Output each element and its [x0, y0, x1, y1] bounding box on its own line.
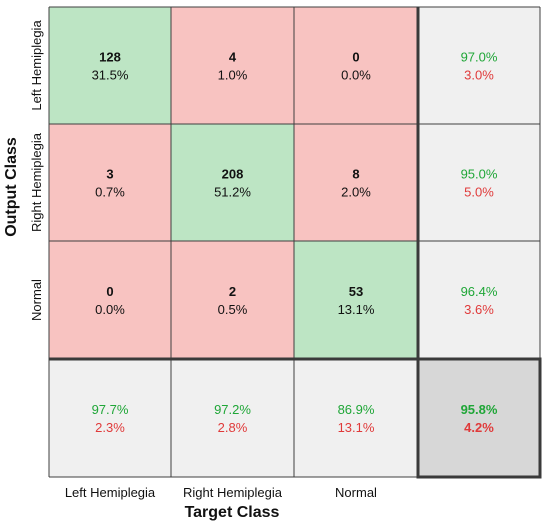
matrix-cell-r0-c2: [294, 7, 418, 124]
matrix-cell-r2-c1: [171, 241, 294, 359]
x-tick-label-2: Normal: [335, 485, 377, 500]
cell-percent-r0-c1: 1.0%: [218, 68, 248, 83]
x-tick-label-0: Left Hemiplegia: [65, 485, 156, 500]
col-summary-incorrect-1: 2.8%: [218, 420, 248, 435]
row-summary-correct-1: 95.0%: [461, 167, 498, 182]
matrix-cell-r1-c2: [294, 124, 418, 241]
cell-percent-r1-c2: 2.0%: [341, 185, 371, 200]
matrix-cell-r0-c1: [171, 7, 294, 124]
col-summary-cell-0: [49, 359, 171, 477]
col-summary-cell-2: [294, 359, 418, 477]
matrix-cell-r1-c1: [171, 124, 294, 241]
grid-layer: [48, 6, 542, 479]
matrix-cell-r2-c0: [49, 241, 171, 359]
cell-count-r2-c1: 2: [229, 284, 236, 299]
cell-percent-r2-c2: 13.1%: [338, 302, 375, 317]
matrix-cell-r1-c0: [49, 124, 171, 241]
row-summary-cell-2: [418, 241, 540, 359]
y-axis-title: Output Class: [3, 137, 20, 237]
col-summary-correct-0: 97.7%: [92, 402, 129, 417]
cell-count-r0-c1: 4: [229, 50, 237, 65]
overall-accuracy-cell: [418, 359, 540, 477]
row-summary-incorrect-1: 5.0%: [464, 185, 494, 200]
col-summary-correct-2: 86.9%: [338, 402, 375, 417]
col-summary-incorrect-2: 13.1%: [338, 420, 375, 435]
cell-count-r1-c2: 8: [352, 167, 359, 182]
cell-count-r1-c0: 3: [106, 167, 113, 182]
row-summary-incorrect-0: 3.0%: [464, 68, 494, 83]
y-tick-label-1: Right Hemiplegia: [29, 132, 44, 232]
col-summary-correct-1: 97.2%: [214, 402, 251, 417]
row-summary-correct-0: 97.0%: [461, 50, 498, 65]
row-summary-cell-1: [418, 124, 540, 241]
cell-count-r1-c1: 208: [222, 167, 244, 182]
cells-layer: [49, 7, 540, 477]
row-summary-correct-2: 96.4%: [461, 284, 498, 299]
cell-count-r2-c0: 0: [106, 284, 113, 299]
cell-count-r2-c2: 53: [349, 284, 363, 299]
cell-percent-r0-c2: 0.0%: [341, 68, 371, 83]
cell-percent-r2-c0: 0.0%: [95, 302, 125, 317]
row-summary-cell-0: [418, 7, 540, 124]
cell-percent-r2-c1: 0.5%: [218, 302, 248, 317]
row-summary-incorrect-2: 3.6%: [464, 302, 494, 317]
cell-percent-r1-c1: 51.2%: [214, 185, 251, 200]
cell-percent-r1-c0: 0.7%: [95, 185, 125, 200]
col-summary-cell-1: [171, 359, 294, 477]
y-tick-label-0: Left Hemiplegia: [29, 20, 44, 111]
x-axis-title: Target Class: [185, 504, 280, 521]
col-summary-incorrect-0: 2.3%: [95, 420, 125, 435]
overall-correct: 95.8%: [461, 402, 498, 417]
cell-percent-r0-c0: 31.5%: [92, 68, 129, 83]
x-tick-label-1: Right Hemiplegia: [183, 485, 283, 500]
overall-cell-border: [416, 357, 542, 479]
y-tick-label-2: Normal: [29, 279, 44, 321]
matrix-cell-r2-c2: [294, 241, 418, 359]
matrix-cell-r0-c0: [49, 7, 171, 124]
cell-count-r0-c2: 0: [352, 50, 359, 65]
overall-incorrect: 4.2%: [464, 420, 494, 435]
cell-count-r0-c0: 128: [99, 50, 121, 65]
text-layer: 128 31.5% 4 1.0% 0 0.0% 3 0.7% 208 51.2% 8 2.0% 0 0.0…: [29, 20, 498, 500]
